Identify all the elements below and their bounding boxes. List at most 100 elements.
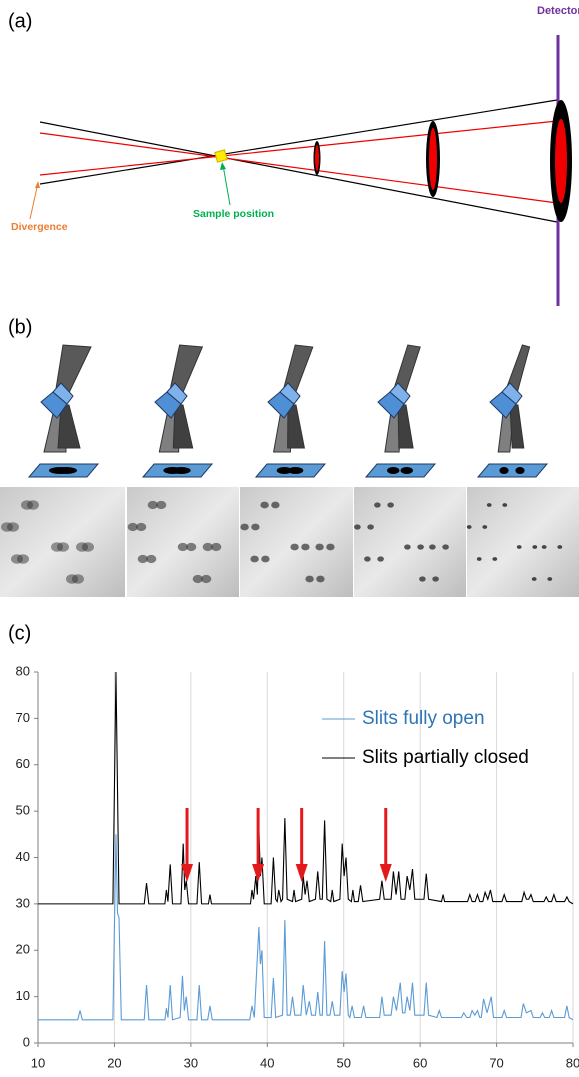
diffraction-spot <box>260 502 268 509</box>
slit-wedge <box>398 405 413 448</box>
x-tick-label: 10 <box>31 1055 45 1070</box>
diffraction-spot <box>442 544 449 549</box>
diffraction-spot <box>326 544 334 551</box>
diffraction-spot <box>387 502 394 507</box>
diffraction-spot <box>487 503 492 507</box>
diffraction-spot <box>57 542 69 552</box>
diffraction-spot <box>429 544 436 549</box>
spot <box>55 467 77 474</box>
arrow-head <box>220 162 226 170</box>
diffraction-spot <box>240 524 248 531</box>
slit-wedge <box>510 405 524 448</box>
arrow <box>30 183 38 219</box>
arrow-head <box>380 864 392 882</box>
beam-edge <box>40 133 557 203</box>
beam-section <box>429 128 437 190</box>
x-tick-label: 20 <box>107 1055 121 1070</box>
diffraction-spot <box>432 576 439 581</box>
diffraction-spot <box>27 500 39 510</box>
spot <box>401 467 413 474</box>
y-tick-label: 30 <box>16 895 30 910</box>
panel-label: (a) <box>8 10 32 32</box>
diffraction-spot <box>316 576 324 583</box>
legend-label: Slits fully open <box>362 708 485 729</box>
diffraction-spot <box>492 557 497 561</box>
diffraction-spot <box>211 543 221 551</box>
diffraction-spot <box>156 501 166 509</box>
diffraction-spot <box>367 524 374 529</box>
panel-b: (b) <box>0 316 579 597</box>
x-tick-label: 30 <box>184 1055 198 1070</box>
diffraction-spot <box>377 556 384 561</box>
sample-position-label: Sample position <box>193 208 274 220</box>
y-tick-label: 20 <box>16 942 30 957</box>
y-tick-label: 40 <box>16 849 30 864</box>
diffraction-spot <box>532 545 537 549</box>
diffraction-spot <box>419 576 426 581</box>
arrow-head <box>296 864 308 882</box>
x-tick-label: 70 <box>489 1055 503 1070</box>
diffraction-spot <box>271 502 279 509</box>
diffraction-spot <box>482 525 487 529</box>
beam-section <box>315 145 319 171</box>
diffraction-spot <box>364 556 371 561</box>
detector-image <box>354 487 466 597</box>
diffraction-spot <box>315 544 323 551</box>
diffraction-spot <box>305 576 313 583</box>
beam-section <box>555 119 567 203</box>
panel-label: (c) <box>8 622 31 644</box>
slit-wedge <box>288 405 305 448</box>
y-tick-label: 10 <box>16 988 30 1003</box>
diffraction-spot <box>542 545 547 549</box>
y-tick-label: 60 <box>16 756 30 771</box>
diffraction-spot <box>82 542 94 552</box>
spot <box>499 467 508 474</box>
beam-edge <box>40 121 557 175</box>
arrow <box>223 165 230 205</box>
diffraction-spot <box>417 544 424 549</box>
diffraction-spot <box>517 545 522 549</box>
diffraction-spot <box>136 523 146 531</box>
legend-label: Slits partially closed <box>362 747 529 768</box>
diffraction-spot <box>290 544 298 551</box>
spot <box>515 467 524 474</box>
sample-plate <box>478 464 547 477</box>
y-tick-label: 80 <box>16 663 30 678</box>
diffraction-spot <box>250 556 258 563</box>
diffraction-spot <box>201 575 211 583</box>
x-tick-label: 80 <box>566 1055 579 1070</box>
chart: (c)102030405060708001020304050607080Slit… <box>8 622 579 1070</box>
detector-image <box>240 487 353 597</box>
x-tick-label: 40 <box>260 1055 274 1070</box>
spot <box>172 467 191 474</box>
diffraction-spot <box>477 557 482 561</box>
arrow <box>296 808 308 882</box>
spot <box>387 467 399 474</box>
x-tick-label: 60 <box>413 1055 427 1070</box>
panel-a: (a) Detector Divergence Sample position <box>8 5 579 306</box>
detector-image <box>467 487 579 597</box>
diffraction-spot <box>186 543 196 551</box>
diffraction-spot <box>404 544 411 549</box>
diffraction-spot <box>251 524 259 531</box>
diffraction-spot <box>354 524 361 529</box>
diffraction-spot <box>301 544 309 551</box>
diffraction-spot <box>547 577 552 581</box>
spot <box>288 467 304 474</box>
x-tick-label: 50 <box>336 1055 350 1070</box>
sample-plate <box>366 464 435 477</box>
arrow-head <box>35 181 40 188</box>
diffraction-spot <box>261 556 269 563</box>
figure: (a) Detector Divergence Sample position … <box>0 0 579 1077</box>
diffraction-spot <box>557 545 562 549</box>
diffraction-spot <box>502 503 507 507</box>
detector-image <box>127 487 239 597</box>
panel-label: (b) <box>8 316 32 338</box>
diffraction-spot <box>146 555 156 563</box>
arrow <box>380 808 392 882</box>
divergence-label: Divergence <box>11 221 68 233</box>
diffraction-spot <box>72 574 84 584</box>
y-tick-label: 50 <box>16 803 30 818</box>
detector-image <box>0 487 125 597</box>
diffraction-spot <box>532 577 537 581</box>
